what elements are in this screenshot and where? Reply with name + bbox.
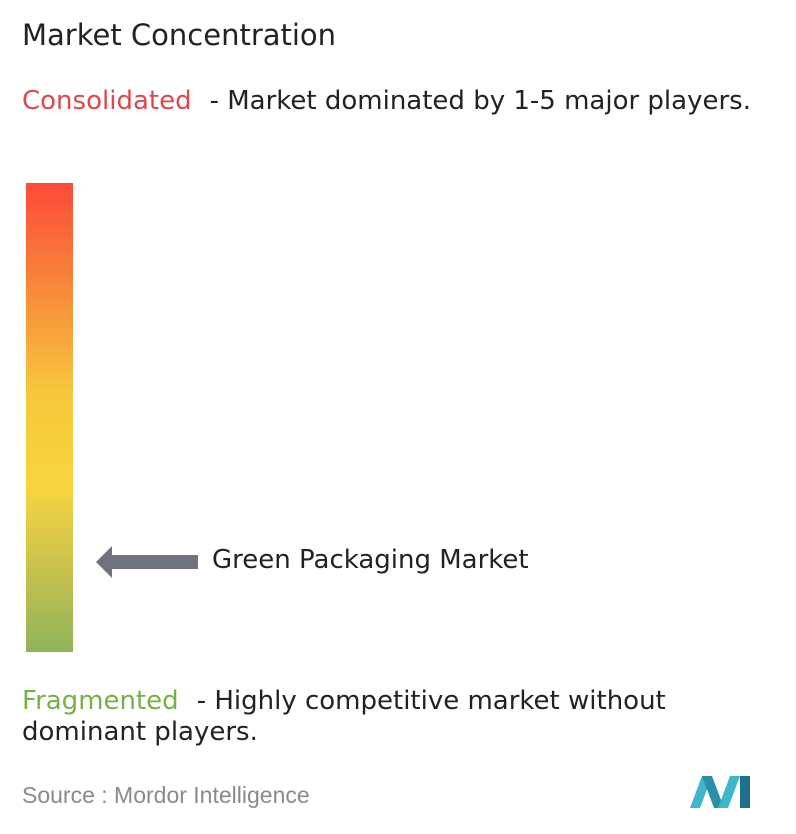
consolidated-description: - Market dominated by 1-5 major players. <box>209 86 751 116</box>
source: Source : Mordor Intelligence <box>22 782 310 809</box>
marker-label: Green Packaging Market <box>212 545 529 575</box>
logo <box>690 776 750 808</box>
source-prefix: Source : <box>22 782 108 808</box>
concentration-scale <box>26 183 73 652</box>
consolidated-row: Consolidated - Market dominated by 1-5 ma… <box>22 86 790 117</box>
title: Market Concentration <box>22 18 337 52</box>
fragmented-label: Fragmented <box>22 686 179 716</box>
consolidated-label: Consolidated <box>22 86 192 116</box>
fragmented-description: - Highly competitive market without domi… <box>22 686 666 747</box>
marker-arrow <box>96 546 198 578</box>
source-name: Mordor Intelligence <box>114 782 310 808</box>
fragmented-row: Fragmented - Highly competitive market wi… <box>22 686 790 748</box>
